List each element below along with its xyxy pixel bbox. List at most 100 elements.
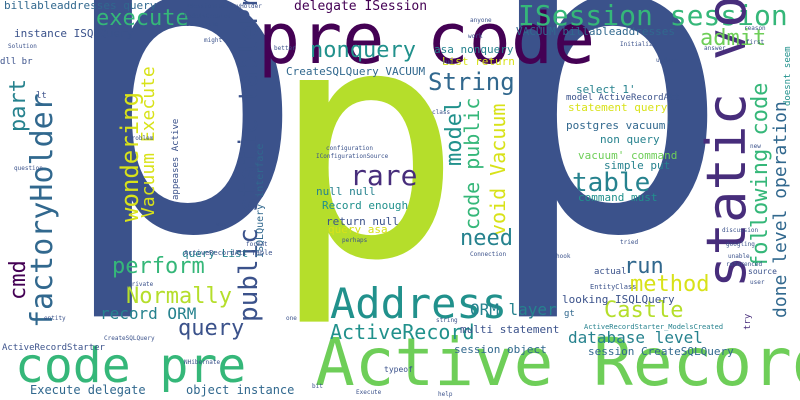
word-big-p-left: p (55, 0, 308, 329)
word-code-pre: code pre (15, 338, 247, 394)
word-factoryholder: factoryHolder (25, 93, 60, 328)
word-query: query (178, 316, 245, 341)
word-session-createsqlquery: session CreateSQLQuery (588, 345, 734, 358)
word-activerecordstarter-models: ActiveRecordStarter_ModelsCreated (584, 323, 724, 331)
word-typeof: typeof (384, 365, 413, 374)
word-help: help (438, 391, 453, 398)
word-gt: gt (564, 309, 575, 319)
word-activerecordstarter: ActiveRecordStarter (2, 343, 105, 353)
word-answer: answer (704, 45, 726, 52)
word-execute-delegate: Execute delegate (30, 383, 146, 397)
word-connection: Connection (470, 251, 507, 258)
word-code-public: code public (460, 97, 484, 230)
word-simple-put: simple put (604, 159, 671, 172)
word-doesnt-seem: doesnt seem (783, 46, 793, 106)
word-actual: actual (594, 267, 627, 277)
word-list-return: List return (442, 55, 515, 68)
word-appeases-active: appeases Active (171, 118, 181, 200)
word-done-level-operation: done level operation (770, 101, 791, 318)
word-entityclass: EntityClass (590, 283, 637, 291)
word-normally: Normally (126, 284, 232, 309)
word-address: Address (330, 279, 508, 328)
word-googling: googling (726, 241, 755, 248)
word-run-small: run (442, 59, 453, 66)
word-run: run (624, 254, 664, 279)
word-null-null: null null (316, 185, 376, 198)
word-big-p-center: p (270, 0, 463, 331)
word-record-enough: Record enough (322, 199, 409, 212)
word-reason: reason (744, 25, 766, 32)
word-multi-statement: multi statement (460, 323, 560, 336)
word-query-asa: query asa (328, 223, 388, 236)
word-execute: execute (96, 6, 189, 31)
word-model-activerecordatt: model ActiveRecordAtt (566, 93, 680, 103)
word-might: might (204, 37, 223, 44)
word-format: format (246, 241, 268, 248)
word-asa-nonquery: asa nonquery (434, 43, 514, 56)
word-hook: hook (556, 253, 571, 260)
word-createsqlquery-vacuum: CreateSQLQuery VACUUM (286, 65, 426, 78)
word-perhaps: perhaps (342, 237, 368, 244)
word-statement-query: statement query (568, 101, 668, 114)
word-vacuum-command: vacuum' command (578, 149, 678, 162)
word-isession-session: ISession session (518, 0, 788, 32)
word-nonquery: nonquery (310, 38, 416, 63)
word-select-1: select 1' (576, 83, 636, 96)
word-instance-isqlquery: instance ISQLQuery (14, 27, 134, 40)
word-user: user (750, 279, 765, 286)
word-activerecord: ActiveRecord (330, 320, 475, 344)
word-bit: bit (312, 383, 323, 390)
word-way: way (216, 221, 227, 228)
word-table: table (572, 168, 651, 198)
word-rare: rare (350, 159, 418, 192)
word-iconfigurationsource: IConfigurationSource (316, 153, 389, 160)
word-referenced: referenced (726, 261, 763, 268)
word-modelscreated: ModelsCreated (184, 13, 231, 20)
word-first: first (746, 39, 765, 46)
word-object-instance: object instance (186, 383, 295, 397)
word-cmd: cmd (6, 260, 31, 300)
word-createsqlquery-small: CreateSQLQuery (104, 335, 155, 342)
word-return-null: return null (326, 215, 399, 228)
word-string-small: string (436, 317, 458, 324)
word-something: something (186, 21, 219, 28)
word-vacuum-execute: Vacuum Execute (138, 66, 159, 218)
word-admit: admit (700, 26, 767, 51)
word-configuration: configuration (326, 145, 373, 152)
word-initialize: Initialize (620, 41, 657, 48)
word-non-query: non query (600, 133, 660, 146)
word-pre-code: pre code (258, 0, 596, 80)
word-billableaddresses-query: billableaddresses query (4, 0, 157, 12)
word-record-orm: record ORM (100, 304, 197, 323)
word-database-level: database level (568, 328, 703, 347)
word-question: question (14, 165, 43, 172)
word-discussion: discussion (722, 227, 759, 234)
word-source: source (748, 267, 777, 276)
word-postgres-vacuum: postgres vacuum' (566, 119, 672, 132)
word-string: String (428, 68, 515, 96)
word-anyone: anyone (470, 17, 492, 24)
word-problem: problem (128, 135, 154, 142)
word-tried: tried (620, 239, 639, 246)
word-query-list: query List (182, 247, 249, 260)
word-delegate-isession: delegate ISession (294, 0, 428, 14)
word-nhibernate: NHibernate (184, 359, 221, 366)
word-private: private (128, 281, 154, 288)
word-perform: perform (112, 254, 205, 279)
word-session-object: session object (454, 343, 547, 356)
word-method: method (630, 272, 710, 297)
word-update: update (656, 57, 678, 64)
word-unable: unable (728, 253, 750, 260)
word-command-must: command must (578, 191, 658, 204)
word-sessionfactoryholder: ISessionFactoryHolder (186, 3, 262, 10)
word-void-vacuum: void Vacuum (486, 103, 510, 236)
word-try: try (743, 313, 753, 330)
word-lt: lt (36, 91, 47, 101)
word-better: better (274, 45, 296, 52)
word-vacuum-billableaddresses: VACUUM billableaddresses (516, 25, 675, 38)
word-solution: Solution (8, 43, 37, 50)
word-castle: Castle (604, 298, 684, 323)
word-activerecordatt-table: ActiveRecordAtt Table (184, 249, 273, 257)
word-class: class (432, 109, 451, 116)
